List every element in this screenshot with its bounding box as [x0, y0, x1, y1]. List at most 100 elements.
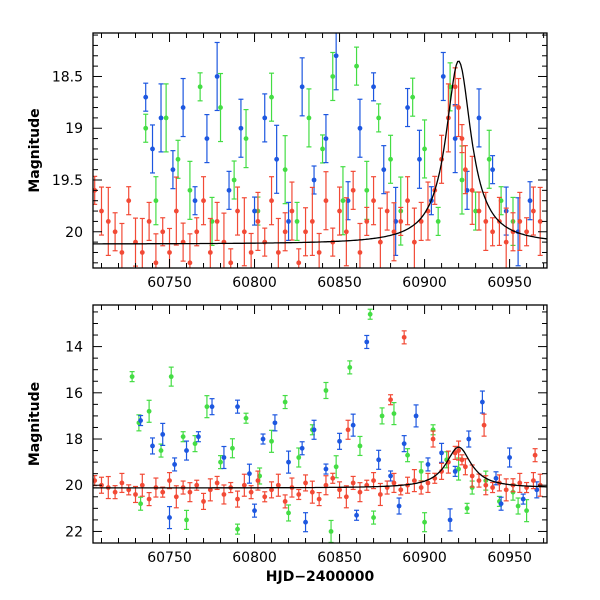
data-point-green — [364, 187, 370, 193]
data-point-blue — [299, 445, 305, 451]
y-tick-label: 16 — [65, 386, 83, 402]
data-point-green — [515, 503, 521, 509]
data-point-red — [309, 489, 315, 495]
data-point-green — [296, 455, 302, 460]
x-tick-label: 60900 — [402, 275, 447, 291]
data-point-red — [173, 208, 179, 214]
data-point-blue — [311, 427, 317, 433]
data-point-red — [316, 496, 322, 502]
data-point-green — [459, 177, 465, 183]
data-point-red — [167, 478, 172, 484]
data-point-red — [303, 480, 308, 486]
data-point-red — [167, 250, 172, 255]
data-point-blue — [204, 136, 210, 141]
data-point-blue — [337, 438, 342, 444]
data-point-blue — [252, 208, 257, 214]
data-point-blue — [323, 466, 329, 472]
data-point-blue — [493, 475, 499, 481]
data-point-green — [410, 94, 416, 100]
data-point-green — [294, 219, 300, 224]
data-point-red — [337, 208, 342, 214]
data-point-red — [214, 480, 220, 486]
data-point-red — [303, 229, 308, 235]
data-point-red — [377, 239, 383, 245]
data-point-green — [371, 515, 376, 520]
data-point-red — [490, 485, 495, 490]
data-point-red — [398, 219, 404, 224]
x-tick-label: 60850 — [317, 550, 362, 566]
data-point-blue — [221, 455, 227, 460]
data-point-red — [391, 229, 397, 235]
data-point-green — [282, 167, 288, 173]
data-point-green — [282, 399, 288, 405]
data-point-red — [401, 334, 407, 340]
data-point-red — [476, 478, 482, 484]
data-point-green — [340, 198, 346, 204]
data-point-green — [197, 84, 203, 90]
data-point-blue — [520, 496, 526, 502]
data-point-red — [469, 187, 475, 193]
top-panel: 60750 60800 60850 60900 60950 18.5 19 19.5 20 Mag… — [27, 32, 548, 291]
data-point-red — [139, 482, 145, 488]
x-tick-label: 60850 — [317, 275, 362, 291]
data-point-green — [306, 115, 312, 121]
data-point-green — [367, 311, 373, 317]
data-point-red — [146, 496, 152, 502]
data-point-blue — [247, 471, 252, 477]
series-blue — [143, 33, 533, 267]
data-point-green — [464, 505, 470, 511]
data-point-red — [459, 457, 465, 463]
data-point-red — [207, 250, 213, 255]
data-point-blue — [452, 136, 458, 141]
data-point-red — [530, 478, 536, 484]
data-point-red — [490, 229, 495, 235]
data-point-green — [328, 529, 334, 534]
data-point-red — [126, 198, 132, 204]
x-tick-label: 60950 — [487, 550, 532, 566]
data-point-red — [483, 482, 489, 488]
y-tick-label: 19.5 — [52, 173, 83, 189]
data-point-red — [173, 494, 179, 500]
plot-frame — [92, 304, 548, 544]
data-point-green — [354, 63, 359, 69]
y-tick-label: 18 — [65, 432, 83, 448]
data-point-red — [411, 478, 417, 484]
data-point-blue — [160, 431, 166, 437]
data-point-blue — [417, 156, 422, 162]
data-point-red — [187, 260, 193, 266]
data-point-red — [357, 489, 363, 495]
data-point-blue — [272, 420, 278, 426]
data-point-blue — [507, 455, 512, 460]
data-point-blue — [235, 404, 240, 410]
data-point-red — [160, 229, 166, 235]
data-point-red — [296, 260, 302, 266]
data-point-green — [333, 464, 339, 470]
model-curve — [93, 60, 547, 245]
data-point-red — [93, 478, 98, 484]
data-point-red — [517, 480, 523, 486]
data-point-blue — [364, 339, 370, 345]
data-point-green — [153, 198, 159, 204]
data-point-blue — [388, 473, 393, 479]
data-point-blue — [252, 508, 257, 514]
data-point-blue — [286, 459, 291, 465]
x-tick-label: 60950 — [487, 275, 532, 291]
data-point-green — [243, 415, 249, 421]
data-point-red — [235, 496, 240, 502]
data-point-green — [422, 519, 427, 525]
data-point-green — [486, 156, 492, 162]
y-tick-label: 19 — [65, 121, 83, 137]
data-point-green — [143, 125, 149, 131]
x-tick-label: 60900 — [402, 550, 447, 566]
data-point-red — [201, 198, 206, 204]
data-point-red — [323, 198, 329, 204]
data-point-green — [376, 115, 382, 121]
data-point-green — [230, 445, 235, 451]
y-tick-label: 20 — [65, 225, 83, 241]
data-point-green — [129, 374, 135, 380]
data-point-red — [248, 250, 254, 255]
data-point-green — [218, 105, 223, 110]
data-point-red — [530, 208, 536, 214]
data-point-green — [391, 411, 397, 417]
data-point-blue — [150, 146, 155, 152]
